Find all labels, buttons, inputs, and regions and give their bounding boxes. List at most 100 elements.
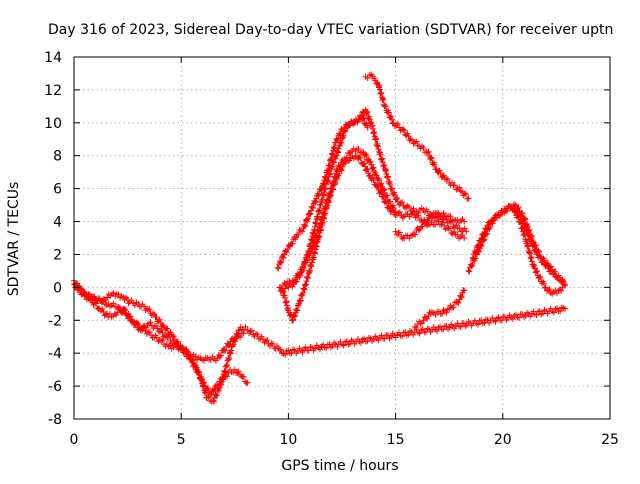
- data-point-fill: [424, 325, 431, 332]
- data-point-fill: [121, 307, 128, 314]
- data-point-fill: [528, 233, 535, 240]
- data-point-fill: [382, 197, 389, 204]
- data-point-fill: [537, 273, 544, 280]
- data-point-fill: [382, 102, 389, 109]
- data-point-fill: [104, 294, 111, 301]
- data-point-fill: [268, 340, 275, 347]
- data-point-fill: [294, 307, 301, 314]
- data-point-fill: [385, 173, 392, 180]
- data-point: [461, 218, 468, 225]
- data-point-fill: [521, 215, 528, 222]
- data-point-fill: [357, 155, 364, 162]
- data-point-fill: [399, 199, 406, 206]
- data-point-fill: [468, 263, 475, 270]
- data-point-fill: [455, 299, 462, 306]
- data-point-fill: [501, 209, 508, 216]
- data-point-fill: [336, 170, 343, 177]
- data-point: [274, 264, 281, 271]
- y-tick-label: -6: [48, 379, 62, 395]
- data-point-fill: [522, 216, 529, 223]
- data-point-fill: [528, 232, 535, 239]
- data-point: [433, 165, 440, 172]
- data-point: [231, 366, 238, 373]
- data-point-fill: [193, 364, 200, 371]
- data-point-fill: [415, 227, 422, 234]
- data-point-fill: [337, 130, 344, 137]
- data-point-fill: [436, 167, 443, 174]
- data-point-fill: [450, 304, 457, 311]
- data-point-fill: [559, 276, 566, 283]
- data-point-fill: [341, 125, 348, 132]
- data-point-fill: [446, 324, 453, 331]
- data-point-fill: [560, 305, 567, 312]
- data-point-fill: [557, 307, 564, 314]
- data-point-fill: [302, 222, 309, 229]
- data-point-fill: [326, 341, 333, 348]
- data-point-fill: [312, 345, 319, 352]
- data-point-fill: [410, 205, 417, 212]
- data-point-fill: [297, 297, 304, 304]
- data-point-fill: [520, 232, 527, 239]
- data-point-fill: [299, 292, 306, 299]
- y-tick-label: 10: [44, 116, 62, 132]
- data-point-fill: [376, 176, 383, 183]
- data-point-fill: [297, 272, 304, 279]
- data-point: [139, 325, 146, 332]
- data-point-fill: [290, 346, 297, 353]
- data-point: [364, 124, 371, 131]
- data-point-fill: [329, 163, 336, 170]
- data-point-fill: [388, 333, 395, 340]
- data-point-fill: [277, 259, 284, 266]
- data-point-fill: [340, 132, 347, 139]
- data-point-fill: [387, 198, 394, 205]
- data-point-fill: [387, 181, 394, 188]
- data-point-fill: [233, 330, 240, 337]
- y-tick-label: 6: [53, 182, 62, 198]
- data-point-fill: [403, 332, 410, 339]
- chart-title: Day 316 of 2023, Sidereal Day-to-day VTE…: [48, 22, 613, 38]
- data-point-fill: [457, 187, 464, 194]
- data-point-fill: [480, 232, 487, 239]
- data-point-fill: [304, 218, 311, 225]
- data-point-fill: [483, 226, 490, 233]
- data-point-fill: [524, 220, 531, 227]
- data-point: [285, 284, 292, 291]
- axis-ticks: 0 5 10 15 20 25 -8 -6 -4 -2 0 2 4 6 8 10 12 14: [44, 50, 619, 448]
- data-point-fill: [301, 286, 308, 293]
- data-point-fill: [550, 309, 557, 316]
- data-point-fill: [516, 314, 523, 321]
- data-point-fill: [446, 225, 453, 232]
- data-point: [461, 287, 468, 294]
- data-point-fill: [546, 286, 553, 293]
- data-point-fill: [363, 108, 370, 115]
- data-point-fill: [325, 166, 332, 173]
- data-point-fill: [167, 342, 174, 349]
- data-point-fill: [316, 190, 323, 197]
- data-point-fill: [443, 309, 450, 316]
- data-point-fill: [158, 327, 165, 333]
- y-tick-label: -4: [48, 346, 62, 362]
- data-point-fill: [437, 323, 444, 330]
- data-point-fill: [187, 352, 194, 359]
- data-point-fill: [448, 229, 455, 236]
- data-point-fill: [456, 225, 463, 232]
- data-point-fill: [454, 231, 461, 238]
- data-point-fill: [300, 265, 307, 272]
- data-point-fill: [364, 165, 371, 172]
- data-point-fill: [411, 211, 418, 218]
- data-point-fill: [329, 343, 336, 350]
- data-point-fill: [322, 174, 329, 181]
- data-point-fill: [440, 306, 447, 313]
- data-point-fill: [186, 352, 193, 359]
- data-point-fill: [163, 341, 170, 348]
- data-point-fill: [419, 223, 426, 230]
- data-point-fill: [254, 331, 261, 338]
- data-point-fill: [113, 311, 120, 318]
- data-point-fill: [522, 312, 529, 319]
- data-marks: [71, 71, 568, 405]
- x-tick-label: 5: [177, 432, 186, 448]
- data-point-fill: [531, 262, 538, 269]
- data-point-fill: [212, 391, 219, 398]
- data-point-fill: [234, 332, 241, 339]
- data-point: [122, 310, 129, 317]
